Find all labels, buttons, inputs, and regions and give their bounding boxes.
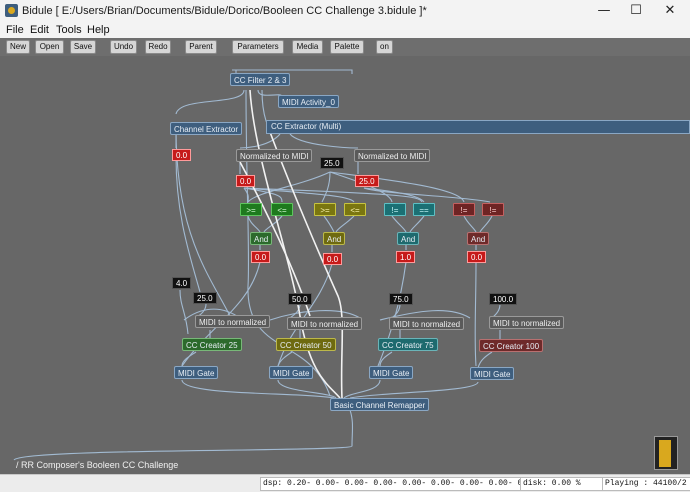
channel-extractor-node[interactable]: Channel Extractor	[170, 122, 243, 135]
normalized-to-midi-node-1[interactable]: Normalized to MIDI	[236, 149, 313, 162]
midi-gate-node-1[interactable]: MIDI Gate	[174, 366, 219, 379]
menu-file[interactable]: File	[6, 24, 24, 36]
compare-neq-teal[interactable]: !=	[384, 203, 406, 216]
and-output-4[interactable]: 0.0	[467, 251, 487, 263]
maximize-button[interactable]: ☐	[630, 3, 642, 18]
disk-status: disk: 0.00 %	[520, 477, 604, 491]
cc-creator-50-node[interactable]: CC Creator 50	[276, 338, 336, 351]
midi-to-normalized-node-2[interactable]: MIDI to normalized	[287, 317, 363, 330]
patch-comment: / RR Composer's Booleen CC Challenge	[16, 460, 179, 470]
and-node-4[interactable]: And	[467, 232, 490, 245]
and-output-1[interactable]: 0.0	[251, 251, 271, 263]
compare-gte-olive[interactable]: >=	[314, 203, 336, 216]
normalized-output-2[interactable]: 25.0	[355, 175, 379, 187]
cpu-meter-fill	[659, 440, 671, 467]
bidule-app-icon	[5, 4, 18, 17]
on-toggle-button[interactable]: on	[376, 40, 393, 54]
undo-button[interactable]: Undo	[110, 40, 137, 54]
cpu-meter	[654, 436, 678, 470]
menu-edit[interactable]: Edit	[30, 24, 49, 36]
and-output-3[interactable]: 1.0	[396, 251, 416, 263]
status-bar: dsp: 0.20- 0.00- 0.00- 0.00- 0.00- 0.00-…	[0, 474, 690, 492]
toolbar: New Open Save Undo Redo Parent Parameter…	[0, 38, 690, 56]
and-node-2[interactable]: And	[323, 232, 346, 245]
cc-creator-75-node[interactable]: CC Creator 75	[378, 338, 438, 351]
normalized-output-1[interactable]: 0.0	[236, 175, 256, 187]
cc-extractor-label: CC Extractor (Multi)	[271, 122, 342, 131]
menu-help[interactable]: Help	[87, 24, 110, 36]
media-button[interactable]: Media	[292, 40, 323, 54]
midi-gate-node-2[interactable]: MIDI Gate	[269, 366, 314, 379]
basic-channel-remapper-node[interactable]: Basic Channel Remapper	[330, 398, 430, 411]
cc-extractor-node[interactable]: CC Extractor (Multi)	[266, 120, 690, 134]
cc-filter-node[interactable]: CC Filter 2 & 3	[230, 73, 291, 86]
midi-gate-node-3[interactable]: MIDI Gate	[369, 366, 414, 379]
palette-button[interactable]: Palette	[330, 40, 364, 54]
menu-bar: File Edit Tools Help	[0, 22, 690, 38]
cc-creator-100-node[interactable]: CC Creator 100	[479, 339, 544, 352]
channel-value[interactable]: 0.0	[172, 149, 192, 161]
midi-to-normalized-node-1[interactable]: MIDI to normalized	[195, 315, 271, 328]
normalized-to-midi-node-2[interactable]: Normalized to MIDI	[354, 149, 431, 162]
open-button[interactable]: Open	[35, 40, 64, 54]
minimize-button[interactable]: —	[597, 3, 611, 18]
constant-25-cc-value[interactable]: 25.0	[193, 292, 217, 304]
midi-to-normalized-node-4[interactable]: MIDI to normalized	[489, 316, 565, 329]
playing-status: Playing : 44100/2	[602, 477, 690, 491]
constant-4-value[interactable]: 4.0	[172, 277, 192, 289]
new-button[interactable]: New	[6, 40, 30, 54]
parameters-button[interactable]: Parameters	[232, 40, 284, 54]
compare-lte-olive[interactable]: <=	[344, 203, 366, 216]
compare-gte-green[interactable]: >=	[240, 203, 262, 216]
midi-to-normalized-node-3[interactable]: MIDI to normalized	[389, 317, 465, 330]
compare-eq-teal[interactable]: ==	[413, 203, 435, 216]
cc-creator-25-node[interactable]: CC Creator 25	[182, 338, 242, 351]
constant-75-value[interactable]: 75.0	[389, 293, 413, 305]
save-button[interactable]: Save	[70, 40, 96, 54]
constant-100-value[interactable]: 100.0	[489, 293, 518, 305]
redo-button[interactable]: Redo	[145, 40, 171, 54]
constant-50-value[interactable]: 50.0	[288, 293, 312, 305]
and-node-1[interactable]: And	[250, 232, 273, 245]
dsp-status: dsp: 0.20- 0.00- 0.00- 0.00- 0.00- 0.00-…	[260, 477, 522, 491]
compare-lte-green[interactable]: <=	[271, 203, 293, 216]
compare-neq-maroon-2[interactable]: !=	[482, 203, 504, 216]
menu-tools[interactable]: Tools	[56, 24, 82, 36]
midi-activity-node[interactable]: MIDI Activity_0	[278, 95, 339, 108]
parent-button[interactable]: Parent	[185, 40, 217, 54]
close-button[interactable]: ✕	[664, 3, 676, 18]
compare-neq-maroon-1[interactable]: !=	[453, 203, 475, 216]
window-title: Bidule [ E:/Users/Brian/Documents/Bidule…	[22, 5, 427, 17]
constant-25-value[interactable]: 25.0	[320, 157, 344, 169]
title-bar: Bidule [ E:/Users/Brian/Documents/Bidule…	[0, 0, 690, 22]
patch-canvas[interactable]: CC Filter 2 & 3 MIDI Activity_0 Channel …	[0, 56, 690, 474]
midi-gate-node-4[interactable]: MIDI Gate	[470, 367, 515, 380]
and-output-2[interactable]: 0.0	[323, 253, 343, 265]
patch-wires	[13, 69, 501, 461]
and-node-3[interactable]: And	[397, 232, 420, 245]
